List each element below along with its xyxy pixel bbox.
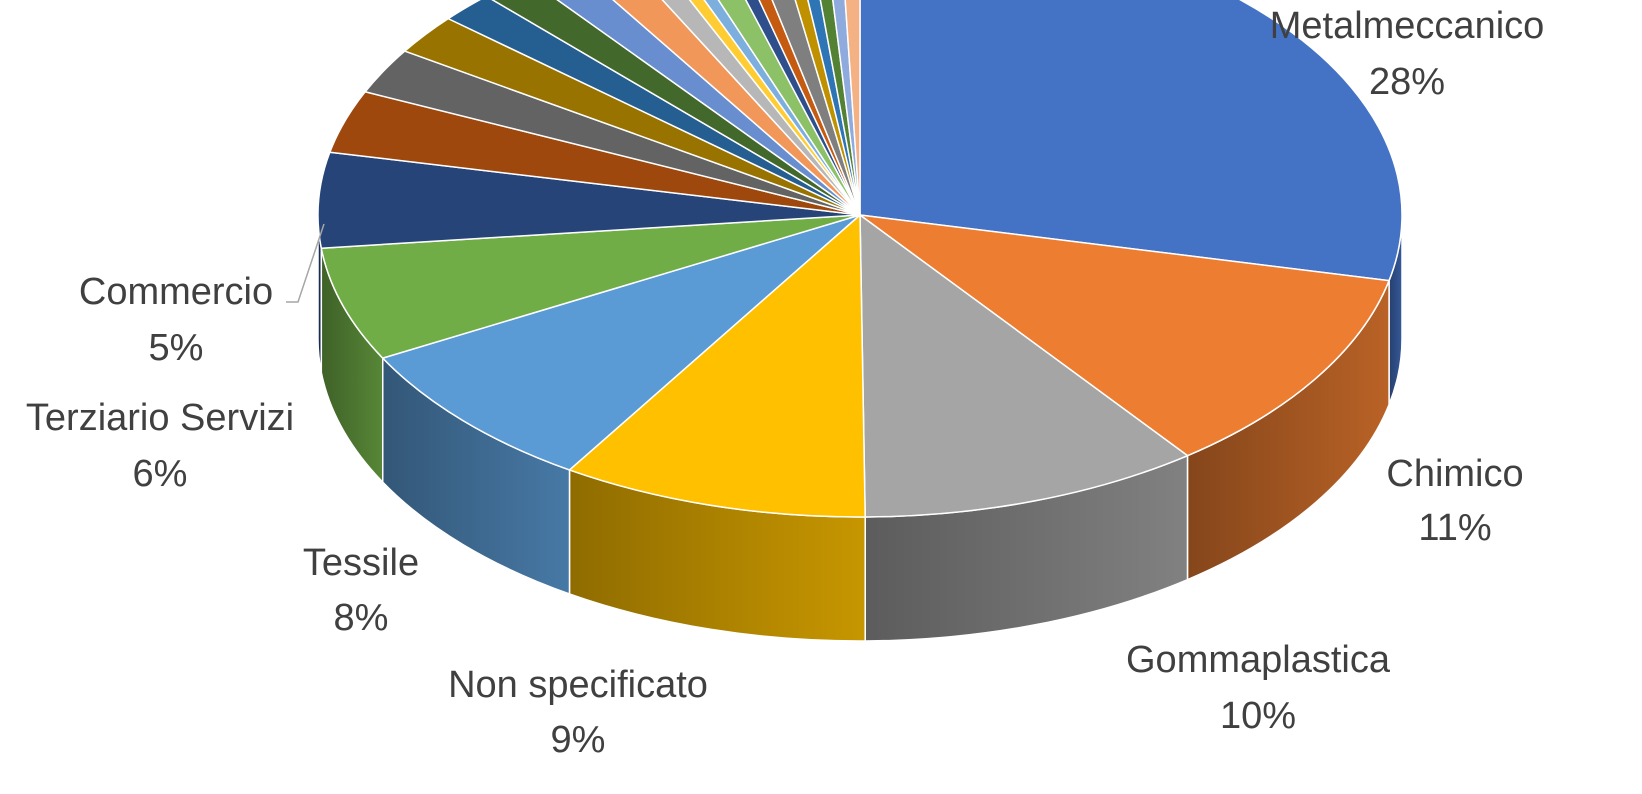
- label-percent-metalmeccanico: 28%: [1369, 61, 1445, 103]
- label-name-non-specificato: Non specificato: [448, 664, 708, 706]
- label-name-metalmeccanico: Metalmeccanico: [1270, 5, 1545, 47]
- slice-non-specificato: [568, 214, 866, 518]
- slice-minor-25: [844, 0, 861, 216]
- slice-minor-18: [744, 0, 861, 216]
- slice-minor-17: [717, 0, 861, 216]
- label-percent-commercio: 5%: [149, 327, 204, 369]
- slice-minor-14: [661, 0, 861, 216]
- leader-line-commercio: [286, 223, 325, 303]
- label-name-commercio: Commercio: [79, 271, 273, 313]
- slice-tessile: [381, 214, 861, 471]
- slice-minor-23: [819, 0, 861, 216]
- slice-minor-12: [556, 0, 861, 216]
- label-percent-tessile: 8%: [334, 597, 389, 639]
- slice-minor-15: [688, 0, 861, 216]
- slice-minor-22: [807, 0, 861, 216]
- slice-minor-21: [794, 0, 861, 216]
- slice-minor-19: [758, 0, 861, 216]
- slice-minor-24: [832, 0, 861, 216]
- slice-minor-10: [447, 0, 861, 216]
- label-name-terziario-servizi: Terziario Servizi: [26, 397, 294, 439]
- data-labels: Metalmeccanico 28% Chimico 11% Gommaplastica…: [26, 5, 1544, 761]
- pie-top: [317, 0, 1403, 518]
- pie-sides: [317, 214, 1403, 642]
- slice-metalmeccanico: [859, 0, 1403, 282]
- slice-minor-20: [771, 0, 861, 216]
- label-percent-chimico: 11%: [1418, 507, 1491, 549]
- slice-commercio: [317, 151, 861, 249]
- label-percent-non-specificato: 9%: [551, 719, 606, 761]
- leader-lines: [286, 223, 325, 303]
- label-name-tessile: Tessile: [303, 542, 419, 584]
- slice-gommaplastica: [859, 214, 1189, 518]
- label-name-gommaplastica: Gommaplastica: [1126, 639, 1391, 681]
- label-percent-gommaplastica: 10%: [1220, 695, 1296, 737]
- slice-terziario-servizi: [320, 214, 861, 359]
- slice-chimico: [859, 214, 1390, 457]
- label-percent-terziario-servizi: 6%: [133, 453, 188, 495]
- label-name-chimico: Chimico: [1386, 453, 1523, 495]
